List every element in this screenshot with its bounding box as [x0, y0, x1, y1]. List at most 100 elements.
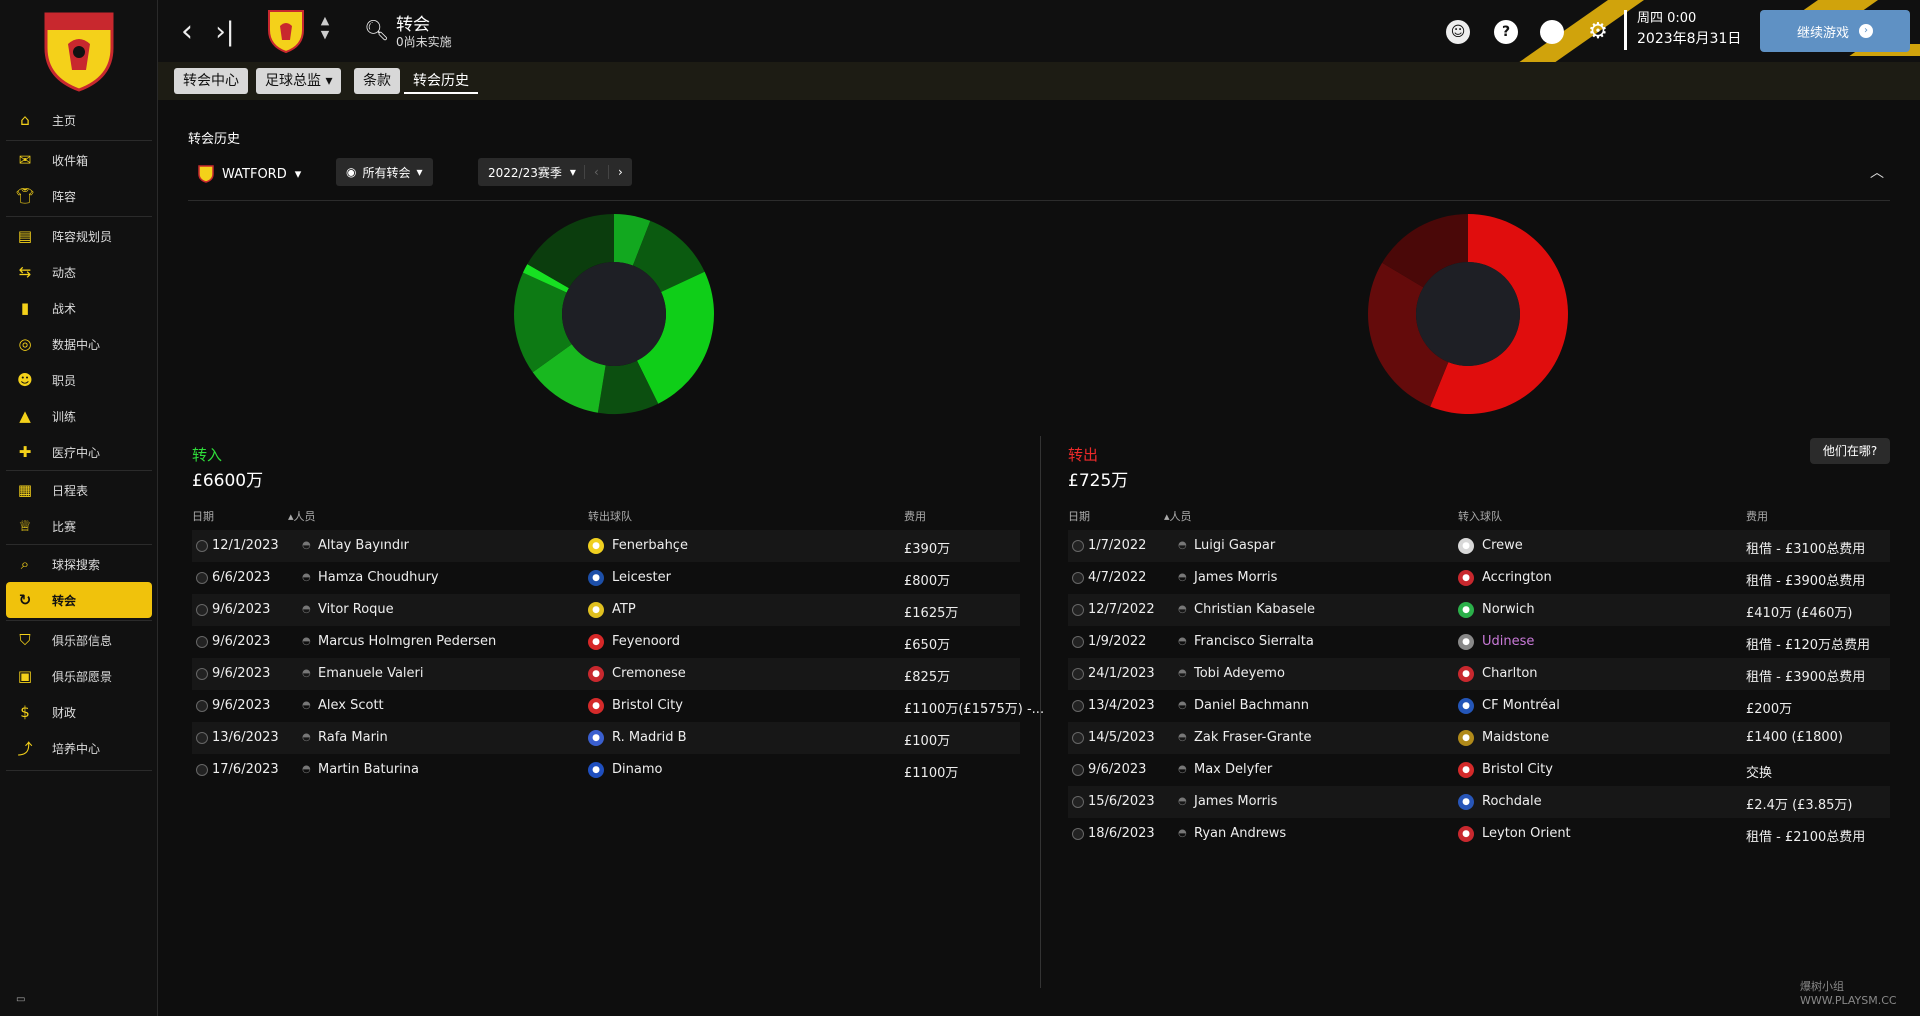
row-club-name[interactable]: Maidstone: [1482, 730, 1550, 745]
club-crest-icon[interactable]: [266, 8, 306, 54]
row-club-name[interactable]: Feyenoord: [612, 634, 680, 649]
col-fee[interactable]: 费用: [1746, 510, 1768, 523]
season-filter-dropdown[interactable]: 2022/23赛季 ▾ ‹ ›: [478, 158, 632, 186]
col-fee[interactable]: 费用: [904, 510, 926, 523]
row-checkbox[interactable]: [196, 668, 208, 680]
row-club-name[interactable]: Crewe: [1482, 538, 1523, 553]
sidebar-item[interactable]: ◎ 数据中心: [6, 326, 152, 362]
donut-slice-1[interactable]: [614, 214, 651, 266]
sidebar-item[interactable]: 👕︎ 阵容: [6, 178, 152, 214]
table-row[interactable]: 6/6/2023 ◓ Hamza Choudhury ● Leicester £800万: [192, 562, 1020, 594]
continue-game-button[interactable]: 继续游戏 ›: [1760, 10, 1910, 52]
tab-clauses[interactable]: 条款: [354, 68, 400, 94]
donut-slice-8[interactable]: [527, 214, 614, 289]
table-row[interactable]: 13/6/2023 ◓ Rafa Marin ● R. Madrid B £100万: [192, 722, 1020, 754]
club-switch-arrows-icon[interactable]: ▲ ▼: [320, 14, 330, 41]
sidebar-item[interactable]: ▦ 日程表: [6, 472, 152, 508]
row-club-name[interactable]: R. Madrid B: [612, 730, 687, 745]
col-club[interactable]: 转出球队: [588, 510, 632, 523]
row-checkbox[interactable]: [1072, 828, 1084, 840]
col-date[interactable]: 日期: [1068, 510, 1090, 523]
season-next-button[interactable]: ›: [607, 165, 632, 179]
table-row[interactable]: 17/6/2023 ◓ Martin Baturina ● Dinamo £1100万: [192, 754, 1020, 786]
table-row[interactable]: 1/7/2022 ◓ Luigi Gaspar ● Crewe 租借 - £3100总费用: [1068, 530, 1890, 562]
row-club-name[interactable]: Accrington: [1482, 570, 1552, 585]
row-person-name[interactable]: Ryan Andrews: [1194, 826, 1287, 841]
row-club-name[interactable]: Norwich: [1482, 602, 1535, 617]
search-icon[interactable]: 🔍︎: [364, 18, 390, 42]
row-person-name[interactable]: Daniel Bachmann: [1194, 698, 1309, 713]
view-filter-dropdown[interactable]: ◉ 所有转会 ▾: [336, 158, 433, 186]
row-club-name[interactable]: Fenerbahçe: [612, 538, 688, 553]
gear-icon[interactable]: ⚙: [1588, 19, 1608, 44]
row-person-name[interactable]: Martin Baturina: [318, 762, 419, 777]
row-person-name[interactable]: Rafa Marin: [318, 730, 388, 745]
table-row[interactable]: 9/6/2023 ◓ Emanuele Valeri ● Cremonese £825万: [192, 658, 1020, 690]
tab-transfer-history[interactable]: 转会历史: [404, 68, 478, 94]
table-row[interactable]: 9/6/2023 ◓ Alex Scott ● Bristol City £1100万(£…: [192, 690, 1044, 722]
row-checkbox[interactable]: [1072, 764, 1084, 776]
sidebar-item[interactable]: ⇆ 动态: [6, 254, 152, 290]
row-checkbox[interactable]: [1072, 572, 1084, 584]
row-club-name[interactable]: Dinamo: [612, 762, 663, 777]
sidebar-item[interactable]: ▮ 战术: [6, 290, 152, 326]
col-date[interactable]: 日期: [192, 510, 214, 523]
row-person-name[interactable]: Marcus Holmgren Pedersen: [318, 634, 497, 649]
row-checkbox[interactable]: [196, 732, 208, 744]
row-club-name[interactable]: Leyton Orient: [1482, 826, 1571, 841]
row-club-name[interactable]: Rochdale: [1482, 794, 1542, 809]
donut-slice-6[interactable]: [514, 272, 572, 373]
row-person-name[interactable]: Hamza Choudhury: [318, 570, 439, 585]
row-checkbox[interactable]: [196, 764, 208, 776]
help-icon[interactable]: ?: [1494, 20, 1518, 44]
row-person-name[interactable]: Zak Fraser-Grante: [1194, 730, 1312, 745]
back-arrow-icon[interactable]: ‹: [181, 14, 193, 49]
row-person-name[interactable]: James Morris: [1194, 570, 1278, 585]
row-club-name[interactable]: Charlton: [1482, 666, 1538, 681]
table-row[interactable]: 18/6/2023 ◓ Ryan Andrews ● Leyton Orient 租借 -…: [1068, 818, 1890, 850]
donut-slice-1[interactable]: [1430, 214, 1568, 414]
donut-slice-4[interactable]: [597, 360, 659, 414]
table-row[interactable]: 9/6/2023 ◓ Vitor Roque ● ATP £1625万: [192, 594, 1020, 626]
table-row[interactable]: 14/5/2023 ◓ Zak Fraser-Grante ● Maidstone £14…: [1068, 722, 1890, 754]
chevron-up-icon[interactable]: ︿: [1870, 165, 1884, 181]
row-checkbox[interactable]: [1072, 700, 1084, 712]
tab-transfer-centre[interactable]: 转会中心: [174, 68, 248, 94]
row-person-name[interactable]: Christian Kabasele: [1194, 602, 1315, 617]
sidebar-item[interactable]: ⤴ 培养中心: [6, 730, 152, 766]
donut-slice-3[interactable]: [636, 271, 714, 404]
row-club-name[interactable]: Bristol City: [612, 698, 683, 713]
row-club-name[interactable]: Bristol City: [1482, 762, 1553, 777]
table-row[interactable]: 9/6/2023 ◓ Marcus Holmgren Pedersen ● Feyeno…: [192, 626, 1020, 658]
row-club-name[interactable]: Udinese: [1482, 634, 1535, 649]
col-person[interactable]: ▴人员: [1164, 510, 1192, 523]
sidebar-item[interactable]: ♕ 比赛: [6, 508, 152, 544]
sidebar-item[interactable]: ⛉ 俱乐部信息: [6, 622, 152, 658]
sidebar-item[interactable]: $ 财政: [6, 694, 152, 730]
sidebar-item[interactable]: ↻ 转会: [6, 582, 152, 618]
season-prev-button[interactable]: ‹: [583, 165, 608, 179]
donut-slice-2[interactable]: [632, 220, 705, 293]
table-row[interactable]: 9/6/2023 ◓ Max Delyfer ● Bristol City 交换: [1068, 754, 1890, 786]
row-person-name[interactable]: Emanuele Valeri: [318, 666, 424, 681]
sidebar-item[interactable]: ⌂ 主页: [6, 102, 152, 138]
row-person-name[interactable]: Vitor Roque: [318, 602, 394, 617]
row-person-name[interactable]: Tobi Adeyemo: [1194, 666, 1285, 681]
row-club-name[interactable]: Leicester: [612, 570, 671, 585]
row-person-name[interactable]: Alex Scott: [318, 698, 384, 713]
row-checkbox[interactable]: [1072, 540, 1084, 552]
table-row[interactable]: 4/7/2022 ◓ James Morris ● Accrington 租借 - £39…: [1068, 562, 1890, 594]
sidebar-item[interactable]: ▲ 训练: [6, 398, 152, 434]
row-checkbox[interactable]: [196, 604, 208, 616]
row-club-name[interactable]: Cremonese: [612, 666, 686, 681]
col-club[interactable]: 转入球队: [1458, 510, 1502, 523]
row-checkbox[interactable]: [1072, 604, 1084, 616]
row-person-name[interactable]: Francisco Sierralta: [1194, 634, 1314, 649]
table-row[interactable]: 15/6/2023 ◓ James Morris ● Rochdale £2.4万 (£3…: [1068, 786, 1890, 818]
sidebar-item[interactable]: ☻ 职员: [6, 362, 152, 398]
table-row[interactable]: 1/9/2022 ◓ Francisco Sierralta ● Udinese 租借 -…: [1068, 626, 1890, 658]
col-person[interactable]: ▴人员: [288, 510, 316, 523]
row-checkbox[interactable]: [196, 540, 208, 552]
where-are-they-button[interactable]: 他们在哪?: [1810, 438, 1890, 464]
row-club-name[interactable]: CF Montréal: [1482, 698, 1560, 713]
